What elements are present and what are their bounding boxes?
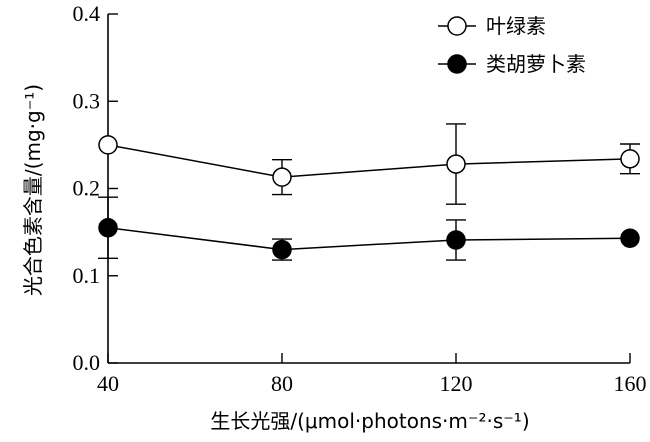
x-tick-label-2: 120: [440, 371, 473, 396]
y-tick-label-2: 0.2: [73, 176, 101, 201]
x-ticks: 40 80 120 160: [97, 353, 647, 396]
legend-marker-1: [447, 54, 467, 74]
series-line-1: [107, 227, 631, 251]
y-tick-label-4: 0.4: [73, 1, 101, 26]
data-point-0-3: [620, 149, 640, 169]
x-tick-label-1: 80: [271, 371, 293, 396]
y-tick-label-1: 0.1: [73, 263, 101, 288]
x-tick-label-0: 40: [97, 371, 119, 396]
data-point-0-2: [446, 154, 466, 174]
y-ticks: 0.0 0.1 0.2 0.3 0.4: [73, 1, 118, 375]
legend-marker-0: [447, 16, 467, 36]
data-point-0-0: [98, 135, 118, 155]
y-tick-label-3: 0.3: [73, 88, 101, 113]
legend: 叶绿素 类胡萝卜素: [438, 14, 586, 76]
legend-label-0: 叶绿素: [486, 14, 546, 38]
y-tick-label-0: 0.0: [73, 350, 101, 375]
data-point-0-1: [272, 167, 292, 187]
legend-label-1: 类胡萝卜素: [486, 52, 586, 76]
series-line-0: [107, 144, 631, 178]
y-axis-label: 光合色素含量/(mg·g⁻¹): [21, 84, 45, 296]
series-layer: [98, 123, 640, 261]
x-axis-label: 生长光强/(μmol·photons·m⁻²·s⁻¹): [210, 409, 529, 433]
data-point-1-1: [272, 239, 292, 260]
data-point-1-0: [98, 218, 118, 238]
data-point-1-2: [446, 230, 466, 250]
x-tick-label-3: 160: [614, 371, 647, 396]
data-point-1-3: [620, 228, 640, 248]
